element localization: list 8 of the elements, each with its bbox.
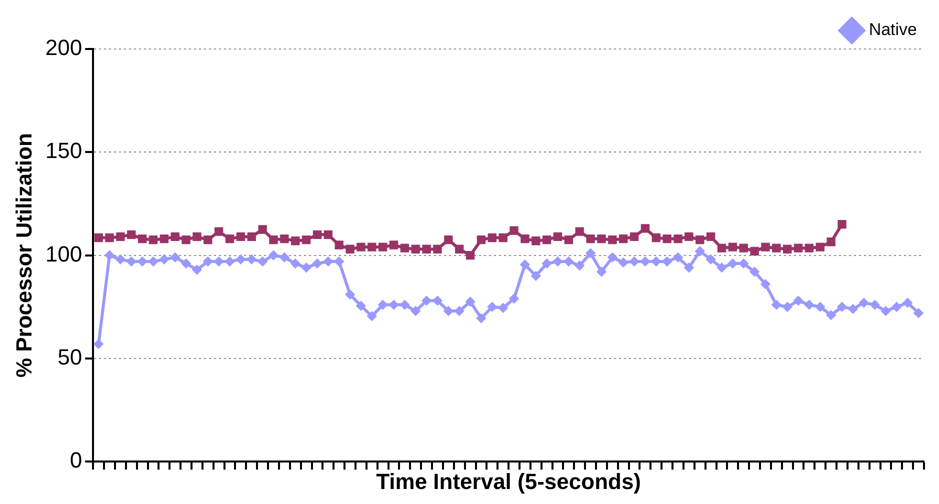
y-tick-label: 200 [45,35,82,60]
legend-label: Native [868,20,917,40]
y-tick-label: 0 [70,448,82,473]
y-axis-title: % Processor Utilization [11,133,36,378]
y-tick-label: 100 [45,241,82,266]
y-tick-label: 50 [58,344,82,370]
x-axis-title: Time Interval (5-seconds) [376,468,642,494]
y-tick-label: 150 [45,138,82,164]
